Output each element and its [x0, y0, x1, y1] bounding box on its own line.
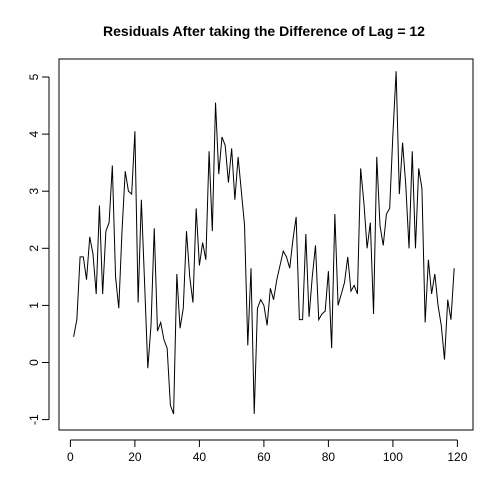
x-tick-label: 40 [193, 450, 207, 464]
y-tick-label: 3 [27, 188, 41, 195]
y-tick-label: 4 [27, 130, 41, 137]
y-tick-label: -1 [27, 414, 41, 425]
y-axis: -1 0 1 2 3 4 5 [27, 73, 50, 425]
y-tick-label: 5 [27, 73, 41, 80]
x-tick-label: 80 [322, 450, 336, 464]
chart-title: Residuals After taking the Difference of… [103, 23, 425, 39]
plot-frame [58, 58, 474, 431]
x-tick-label: 100 [383, 450, 403, 464]
y-tick-label: 2 [27, 245, 41, 252]
x-tick-label: 60 [257, 450, 271, 464]
x-tick-label: 20 [128, 450, 142, 464]
x-tick-label: 120 [447, 450, 467, 464]
x-tick-label: 0 [67, 450, 74, 464]
residuals-series-line [73, 71, 455, 415]
x-axis: 0 20 40 60 80 100 120 [67, 439, 468, 464]
y-tick-label: 0 [27, 359, 41, 366]
y-tick-label: 1 [27, 302, 41, 309]
